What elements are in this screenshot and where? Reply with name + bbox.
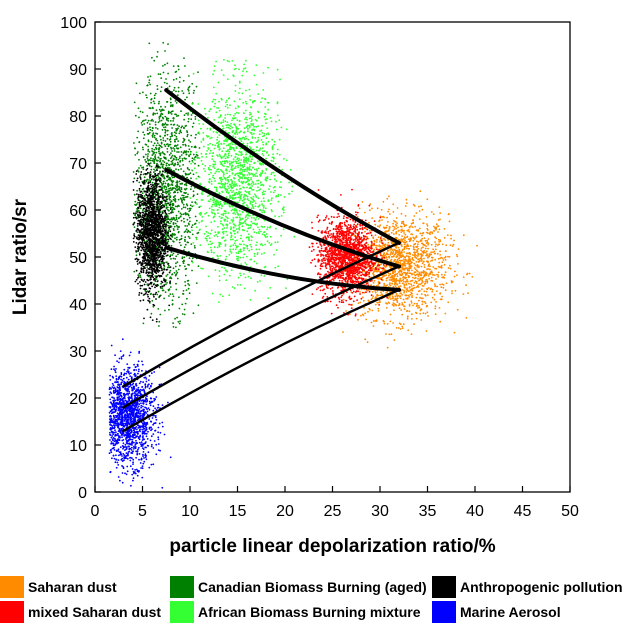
x-tick-label: 45 [514,503,532,520]
legend-swatch [432,576,456,598]
x-axis-label: particle linear depolarization ratio/% [169,536,495,557]
legend-item-anthropogenic: Anthropogenic pollution [432,576,623,598]
legend-swatch [432,601,456,623]
y-tick-label: 40 [69,297,87,314]
legend-item-canadian-biomass: Canadian Biomass Burning (aged) [170,576,427,598]
legend-swatch [170,576,194,598]
mixing-line [122,288,401,433]
mixing-line [122,265,401,409]
series-anthropogenic-pollution [132,162,172,323]
legend-swatch [170,601,194,623]
series-mixed-saharan-dust [308,188,391,317]
series-marine-aerosol [108,338,172,489]
y-tick-label: 100 [60,15,87,32]
y-tick-label: 10 [69,438,87,455]
y-tick-label: 20 [69,391,87,408]
x-tick-label: 50 [561,503,579,520]
mixing-line [122,241,401,388]
legend-label: mixed Saharan dust [28,604,162,620]
scatter-chart: 0 5 10 15 20 25 30 35 40 45 50 0 10 20 30 40 50 60 70 80 90 1… [10,15,579,557]
legend-label: African Biomass Burning mixture [198,604,421,620]
x-tick-label: 25 [324,503,342,520]
legend-item-marine-aerosol: Marine Aerosol [432,601,561,623]
x-tick-label: 40 [466,503,484,520]
x-tick-label: 10 [181,503,199,520]
y-tick-label: 90 [69,62,87,79]
x-tick-label: 35 [419,503,437,520]
mixing-line [164,245,401,292]
legend-swatch [0,576,24,598]
legend-swatch [0,601,24,623]
y-tick-label: 0 [78,485,87,502]
x-tick-label: 5 [138,503,147,520]
series-african-biomass-burning-mixture [189,58,296,303]
legend-label: Anthropogenic pollution [460,579,623,595]
legend: Saharan dust Canadian Biomass Burning (a… [0,570,627,623]
legend-label: Saharan dust [28,579,117,595]
mixing-line [164,88,401,245]
y-tick-label: 30 [69,344,87,361]
axis-ticks: 0 5 10 15 20 25 30 35 40 45 50 0 10 20 30 40 50 60 70 80 90 1… [60,15,579,520]
legend-label: Canadian Biomass Burning (aged) [198,579,427,595]
legend-item-african-biomass: African Biomass Burning mixture [170,601,421,623]
legend-item-saharan-dust: Saharan dust [0,576,117,598]
legend-item-mixed-saharan-dust: mixed Saharan dust [0,601,161,623]
y-tick-label: 70 [69,156,87,173]
y-tick-label: 60 [69,203,87,220]
x-tick-label: 20 [276,503,294,520]
x-tick-label: 0 [91,503,100,520]
scatter-points [108,41,478,489]
mixing-lines [122,88,401,433]
x-tick-label: 30 [371,503,389,520]
legend-label: Marine Aerosol [460,604,561,620]
y-axis-label: Lidar ratio/sr [10,198,31,315]
y-tick-label: 50 [69,250,87,267]
y-tick-label: 80 [69,109,87,126]
x-tick-label: 15 [229,503,247,520]
series-canadian-biomass-burning-aged- [132,41,201,329]
